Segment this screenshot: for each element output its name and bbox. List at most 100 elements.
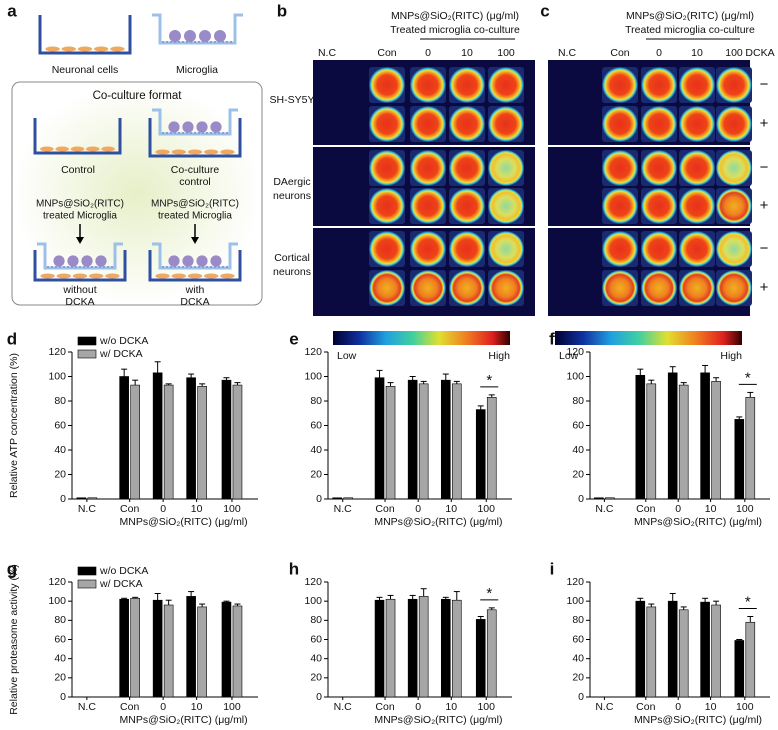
- x-tick-label: 0: [415, 503, 421, 515]
- bar: [646, 383, 657, 500]
- well-image: [369, 231, 405, 267]
- well: [33, 250, 127, 282]
- x-tick-label: Con: [375, 503, 394, 515]
- legend-label: w/o DCKA: [99, 565, 148, 577]
- y-axis-title: Relative proteasome activity (%): [8, 564, 20, 715]
- dcka-sign: −: [760, 159, 769, 176]
- co-culture-box: [11, 81, 263, 306]
- y-tick-label: 100: [48, 370, 66, 382]
- neuron-cell: [55, 146, 69, 152]
- y-tick-label: 60: [572, 419, 584, 431]
- y-tick-label: 40: [310, 652, 322, 664]
- microglia-cell: [214, 30, 226, 42]
- bar: [667, 372, 678, 500]
- x-tick-label: 100: [477, 503, 495, 515]
- microglia-cell: [210, 121, 222, 133]
- x-tick-label: 100: [477, 701, 495, 713]
- well-image: [716, 231, 752, 267]
- x-axis-title: MNPs@SiO₂(RITC) (μg/ml): [374, 714, 502, 726]
- bar: [221, 601, 232, 698]
- y-tick-label: 20: [310, 468, 322, 480]
- bar: [451, 383, 462, 500]
- y-tick-label: 0: [316, 493, 322, 505]
- y-tick-label: 40: [54, 652, 66, 664]
- well-image: [679, 188, 715, 224]
- bar: [385, 385, 396, 500]
- microglia-cell: [182, 255, 194, 267]
- well-image: [369, 106, 405, 142]
- y-tick-label: 0: [578, 493, 584, 505]
- y-tick-label: 40: [572, 444, 584, 456]
- bar: [197, 606, 207, 698]
- well-image: [369, 67, 405, 103]
- neuron-cell: [155, 273, 170, 279]
- x-tick-label: Con: [636, 503, 655, 515]
- neuron-cell: [56, 273, 71, 279]
- neuron-cell: [61, 46, 76, 52]
- bar: [186, 377, 196, 500]
- caption: control: [179, 176, 211, 188]
- bar: [374, 599, 385, 698]
- well-image: [449, 231, 485, 267]
- well-image: [410, 150, 446, 186]
- well-image: [641, 150, 677, 186]
- legend-swatch: [77, 349, 97, 359]
- microglia-cell: [169, 30, 181, 42]
- dcka-label: DCKA: [745, 47, 774, 59]
- row-label: SH-SY5Y: [270, 94, 315, 106]
- x-tick-label: N.C: [334, 701, 353, 713]
- row-label: neurons: [273, 266, 311, 278]
- y-tick-label: 20: [54, 672, 66, 684]
- well-image: [716, 150, 752, 186]
- bar: [232, 605, 243, 698]
- y-tick-label: 40: [572, 652, 584, 664]
- dcka-sign: −: [760, 76, 769, 93]
- microglia-cell: [168, 121, 180, 133]
- caption: Control: [61, 164, 95, 176]
- box-title: Co-culture format: [93, 90, 183, 102]
- x-tick-label: 0: [675, 701, 681, 713]
- y-tick-label: 100: [48, 595, 66, 607]
- y-tick-label: 120: [304, 346, 322, 358]
- y-tick-label: 80: [572, 614, 584, 626]
- bar: [594, 497, 604, 500]
- well-image: [602, 188, 638, 224]
- bar: [163, 604, 174, 698]
- x-tick-label: 10: [705, 503, 717, 515]
- bar: [374, 377, 385, 500]
- x-tick-label: N.C: [334, 503, 353, 515]
- legend-label: w/ DCKA: [99, 348, 143, 360]
- well: [148, 250, 242, 282]
- y-tick-label: 120: [48, 346, 66, 358]
- row-label: DAergic: [273, 176, 310, 188]
- well-image: [410, 270, 446, 306]
- y-tick-label: 100: [566, 595, 584, 607]
- x-tick-label: 0: [415, 701, 421, 713]
- y-tick-label: 0: [578, 691, 584, 703]
- neuron-cell: [101, 146, 115, 152]
- y-tick-label: 40: [310, 444, 322, 456]
- well-image: [641, 188, 677, 224]
- x-tick-label: Con: [375, 701, 394, 713]
- legend-label: w/ DCKA: [99, 578, 143, 590]
- well: [148, 118, 242, 158]
- y-tick-label: 20: [310, 672, 322, 684]
- well-image: [679, 270, 715, 306]
- well-image: [716, 106, 752, 142]
- caption: MNPs@SiO₂(RITC): [36, 199, 124, 210]
- caption: treated Microglia: [43, 211, 117, 222]
- well-image: [488, 67, 524, 103]
- x-tick-label: 10: [191, 503, 203, 515]
- microglia-cell: [182, 121, 194, 133]
- well-image: [716, 67, 752, 103]
- y-tick-label: 60: [572, 633, 584, 645]
- bar: [186, 596, 196, 698]
- neuron-cell: [204, 149, 219, 155]
- neuron-cell: [220, 273, 235, 279]
- well-image: [679, 231, 715, 267]
- y-tick-label: 0: [316, 691, 322, 703]
- bar: [635, 600, 646, 698]
- well-image: [602, 106, 638, 142]
- bar: [407, 598, 418, 698]
